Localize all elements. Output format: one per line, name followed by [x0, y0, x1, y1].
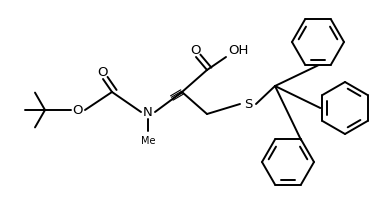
Text: N: N	[143, 105, 153, 119]
Text: Me: Me	[141, 136, 155, 146]
Text: S: S	[244, 97, 252, 111]
Text: O: O	[191, 43, 201, 57]
Text: OH: OH	[228, 43, 248, 57]
Text: O: O	[73, 103, 83, 116]
Text: O: O	[98, 65, 108, 78]
